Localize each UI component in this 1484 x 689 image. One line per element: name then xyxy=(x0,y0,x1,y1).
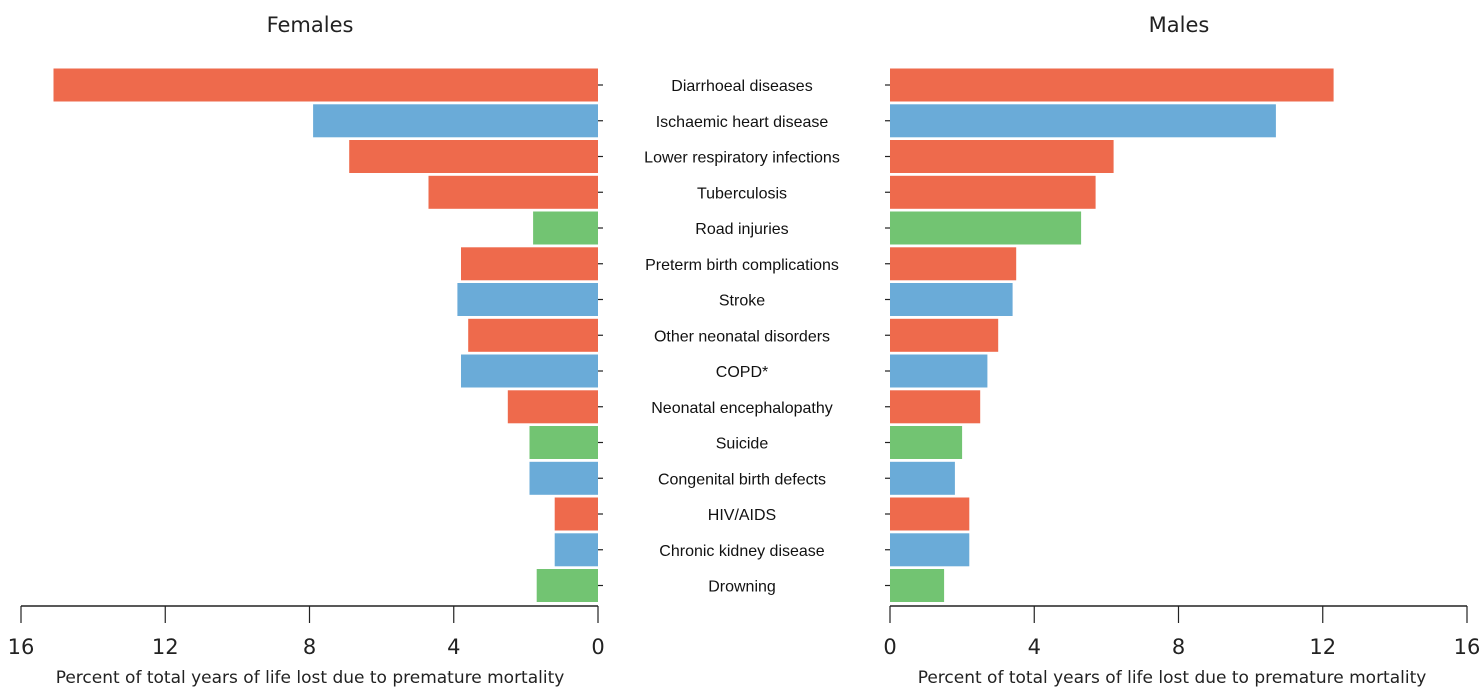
males-bar-neonatal-encephalopathy xyxy=(890,390,981,424)
males-bar-suicide xyxy=(890,426,963,459)
females-bar-neonatal-encephalopathy xyxy=(507,390,598,424)
females-bar-ischaemic-heart-disease xyxy=(313,104,598,138)
males-x-tick-label: 0 xyxy=(883,635,896,659)
males-x-tick-label: 4 xyxy=(1028,635,1041,659)
category-label-drowning: Drowning xyxy=(708,579,776,596)
category-label-lower-respiratory-infections: Lower respiratory infections xyxy=(644,150,840,167)
category-label-diarrhoeal-diseases: Diarrhoeal diseases xyxy=(671,78,812,95)
females-bar-diarrhoeal-diseases xyxy=(53,68,598,102)
males-bar-drowning xyxy=(890,569,945,602)
males-x-tick-label: 16 xyxy=(1454,635,1481,659)
females-bar-hiv-aids xyxy=(554,497,598,531)
category-label-other-neonatal-disorders: Other neonatal disorders xyxy=(654,328,830,345)
females-bars xyxy=(53,68,603,602)
males-bar-congenital-birth-defects xyxy=(890,461,955,495)
males-x-tick-label: 12 xyxy=(1309,635,1336,659)
females-x-tick-label: 0 xyxy=(591,635,604,659)
males-bar-lower-respiratory-infections xyxy=(890,140,1114,173)
males-bar-stroke xyxy=(890,283,1013,316)
females-bar-suicide xyxy=(529,426,598,459)
category-label-stroke: Stroke xyxy=(719,293,765,310)
category-label-neonatal-encephalopathy: Neonatal encephalopathy xyxy=(651,400,832,417)
males-bars xyxy=(885,68,1334,602)
females-bar-other-neonatal-disorders xyxy=(468,318,598,352)
females-bar-copd xyxy=(461,354,598,388)
category-label-hiv-aids: HIV/AIDS xyxy=(708,507,776,524)
females-bar-preterm-birth-complications xyxy=(461,247,598,281)
category-label-chronic-kidney-disease: Chronic kidney disease xyxy=(659,543,825,560)
category-label-suicide: Suicide xyxy=(716,436,769,453)
females-x-axis: 0 4 8 12 16 xyxy=(8,605,605,659)
females-bar-stroke xyxy=(457,283,598,316)
females-bar-tuberculosis xyxy=(428,175,598,209)
females-panel-title: Females xyxy=(267,13,354,37)
males-x-axis: 0 4 8 12 16 xyxy=(883,605,1481,659)
females-x-tick-label: 4 xyxy=(447,635,460,659)
males-bar-hiv-aids xyxy=(890,497,970,531)
females-x-tick-label: 8 xyxy=(303,635,316,659)
males-panel-title: Males xyxy=(1149,13,1210,37)
females-x-axis-label: Percent of total years of life lost due … xyxy=(56,668,565,688)
females-x-tick-label: 16 xyxy=(8,635,35,659)
females-bar-drowning xyxy=(536,569,598,602)
category-label-road-injuries: Road injuries xyxy=(695,221,788,238)
category-label-ischaemic-heart-disease: Ischaemic heart disease xyxy=(656,114,829,131)
males-bar-copd xyxy=(890,354,988,388)
category-label-copd: COPD* xyxy=(716,364,768,381)
category-label-tuberculosis: Tuberculosis xyxy=(697,185,787,202)
males-bar-road-injuries xyxy=(890,211,1082,245)
males-x-tick-label: 8 xyxy=(1172,635,1185,659)
males-bar-preterm-birth-complications xyxy=(890,247,1017,281)
males-bar-diarrhoeal-diseases xyxy=(890,68,1334,102)
males-x-axis-label: Percent of total years of life lost due … xyxy=(918,668,1427,688)
males-bar-tuberculosis xyxy=(890,175,1096,209)
females-bar-chronic-kidney-disease xyxy=(554,533,598,567)
category-label-preterm-birth-complications: Preterm birth complications xyxy=(645,257,839,274)
females-bar-road-injuries xyxy=(533,211,598,245)
males-bar-chronic-kidney-disease xyxy=(890,533,970,567)
males-bar-other-neonatal-disorders xyxy=(890,318,999,352)
males-bar-ischaemic-heart-disease xyxy=(890,104,1276,138)
category-labels: Diarrhoeal diseases Ischaemic heart disea… xyxy=(644,78,840,596)
females-x-tick-label: 12 xyxy=(152,635,179,659)
females-bar-lower-respiratory-infections xyxy=(349,140,598,173)
females-bar-congenital-birth-defects xyxy=(529,461,598,495)
category-label-congenital-birth-defects: Congenital birth defects xyxy=(658,471,826,488)
